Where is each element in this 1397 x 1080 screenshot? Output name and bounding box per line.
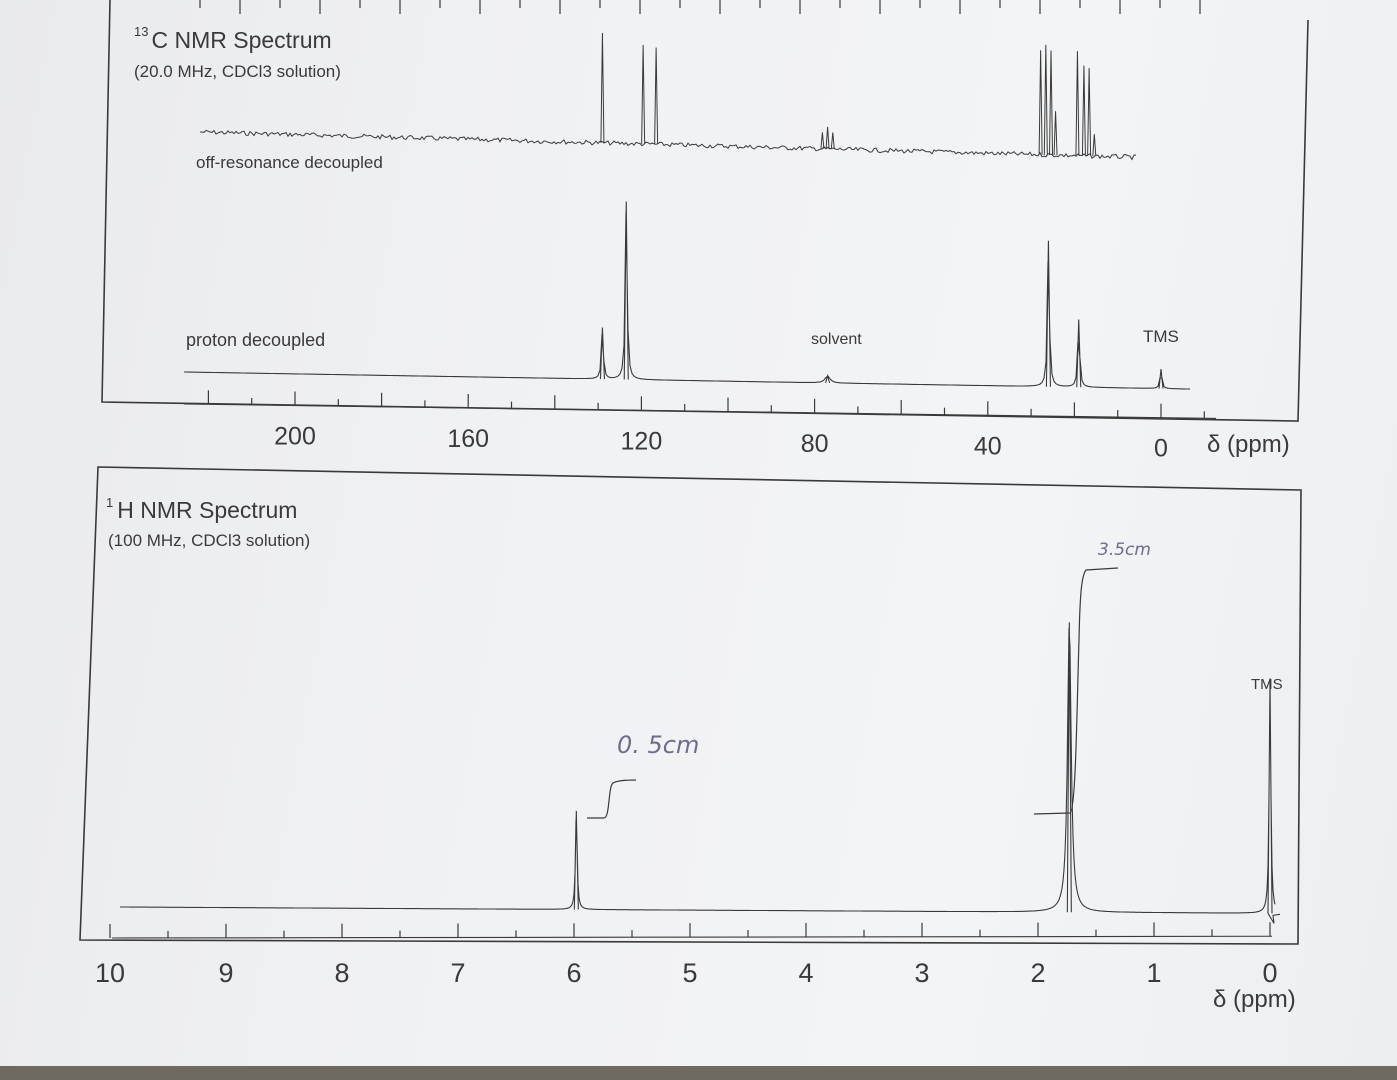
- series-label-off-resonance: off-resonance decoupled: [196, 153, 383, 172]
- h1-subtitle: (100 MHz, CDCl3 solution): [108, 531, 310, 550]
- c13-tick-label: 160: [447, 425, 489, 453]
- h1-tick-label: 0: [1262, 958, 1277, 988]
- h1-tick-label: 2: [1030, 958, 1045, 988]
- c13-tick-labels: 200 160 120 80 40 0: [274, 423, 1168, 463]
- series-label-proton-decoupled: proton decoupled: [186, 330, 325, 350]
- c13-tick-label: 200: [274, 423, 316, 451]
- handwritten-note-integral-1: 0. 5cm: [617, 731, 699, 759]
- c13-top-ticks: [199, 0, 1201, 14]
- h1-tick-label: 8: [334, 958, 349, 988]
- annotation-tms-c13: TMS: [1143, 327, 1179, 346]
- annotation-solvent: solvent: [811, 331, 862, 348]
- desk-edge: [0, 1066, 1397, 1080]
- h1-tick-label: 1: [1146, 958, 1161, 988]
- h1-tick-label: 3: [914, 958, 929, 988]
- c13-tick-label: 40: [974, 432, 1002, 460]
- integral-curve-5.98: [587, 779, 637, 819]
- h1-tick-label: 10: [95, 958, 125, 988]
- c13-axis-line: [183, 403, 1217, 419]
- h1-axis-label: δ (ppm): [1213, 986, 1296, 1013]
- handwritten-note-integral-2: 3.5cm: [1098, 540, 1151, 560]
- c13-title: 13 C NMR Spectrum: [134, 24, 332, 53]
- c13-panel: 13 C NMR Spectrum (20.0 MHz, CDCl3 soluti…: [101, 0, 1309, 463]
- c13-subtitle: (20.0 MHz, CDCl3 solution): [134, 62, 341, 81]
- annotation-tms-h1: TMS: [1251, 676, 1283, 693]
- integral-curve-1.73: [1033, 567, 1119, 815]
- h1-spectrum-trace: [120, 622, 1281, 924]
- h1-axis-line: [111, 935, 1273, 939]
- c13-axis-label: δ (ppm): [1207, 431, 1290, 458]
- c13-tick-label: 120: [621, 427, 663, 455]
- h1-tick-label: 7: [450, 958, 465, 988]
- h1-tick-label: 4: [798, 958, 813, 988]
- h1-tick-label: 9: [218, 958, 233, 988]
- c13-off-resonance-trace: [200, 32, 1137, 161]
- c13-proton-decoupled-trace: [184, 201, 1191, 390]
- h1-frame: [79, 466, 1302, 945]
- h1-tick-labels: 10 9 8 7 6 5 4 3 2 1 0: [95, 958, 1278, 988]
- c13-axis-ticks: [207, 390, 1205, 419]
- h1-tick-label: 6: [566, 958, 581, 988]
- c13-tick-label: 80: [801, 430, 829, 458]
- h1-axis-ticks: [109, 922, 1271, 939]
- h1-tick-label: 5: [682, 958, 697, 988]
- c13-tick-label: 0: [1154, 435, 1168, 463]
